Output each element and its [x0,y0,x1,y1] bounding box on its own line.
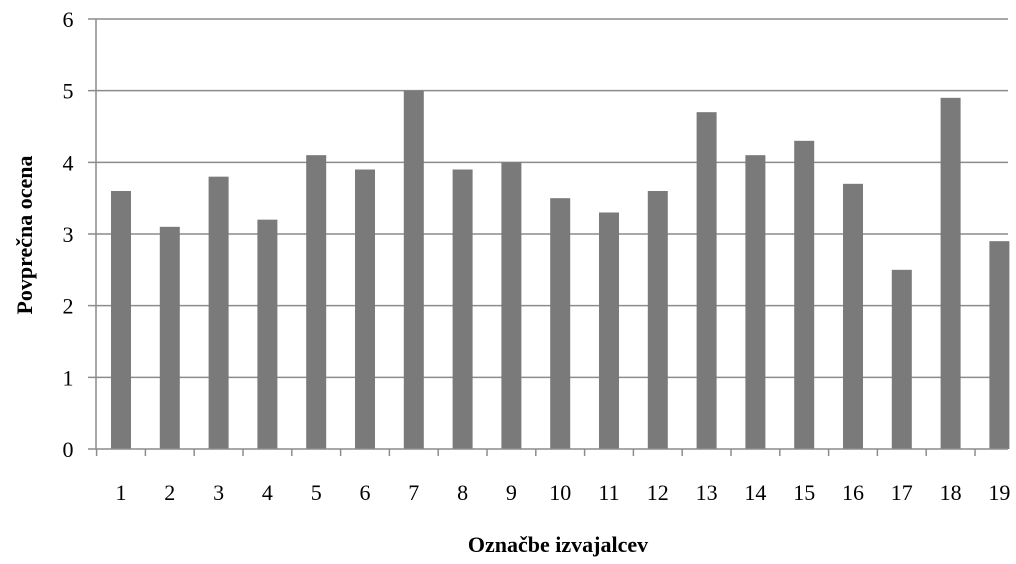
axes [88,19,1008,456]
bar [501,162,522,450]
bar [745,155,766,449]
x-tick-label: 1 [116,480,127,505]
y-tick-label: 6 [63,7,74,32]
bar [940,97,961,449]
bar [355,169,375,449]
y-tick-label: 3 [63,222,74,247]
x-axis-title: Označbe izvajalcev [468,532,648,557]
y-tick-label: 1 [63,365,74,390]
x-tick-label: 14 [744,480,766,505]
x-tick-label: 4 [262,480,273,505]
x-tick-label: 13 [696,480,718,505]
bar [843,183,863,450]
bar [647,191,668,449]
x-tick-label: 7 [408,480,419,505]
y-tick-label: 4 [63,150,74,175]
bar [306,155,327,449]
x-tick-label: 19 [988,480,1010,505]
x-tick-label: 16 [842,480,864,505]
x-tick-label: 2 [164,480,175,505]
bar [696,112,717,450]
bar [550,198,571,449]
bar [403,90,424,450]
bar [159,226,180,449]
x-tick-label: 18 [940,480,962,505]
x-tick-label: 12 [647,480,669,505]
x-tick-label: 11 [598,480,619,505]
bar [452,169,473,449]
x-tick-label: 9 [506,480,517,505]
y-tick-label: 2 [63,294,74,319]
x-tick-label: 10 [549,480,571,505]
bar [208,176,229,449]
x-tick-label: 3 [213,480,224,505]
y-tick-label: 5 [63,79,74,104]
x-tick-label: 6 [360,480,371,505]
y-tick-labels: 0 1 2 3 4 5 6 [63,7,74,462]
x-tick-labels: 1 2 3 4 5 6 7 8 9 10 11 12 13 14 15 16 17 18 19 [116,480,1011,505]
x-tick-label: 15 [793,480,815,505]
bar [989,241,1010,449]
x-tick-label: 17 [891,480,913,505]
bar [891,269,912,449]
y-axis-title: Povprečna ocena [12,155,37,314]
bar [111,191,131,449]
x-tick-label: 5 [311,480,322,505]
y-tick-label: 0 [63,437,74,462]
bars [111,90,1010,450]
bar [794,140,815,450]
x-tick-label: 8 [457,480,468,505]
bar [257,219,278,449]
bar [599,212,619,449]
